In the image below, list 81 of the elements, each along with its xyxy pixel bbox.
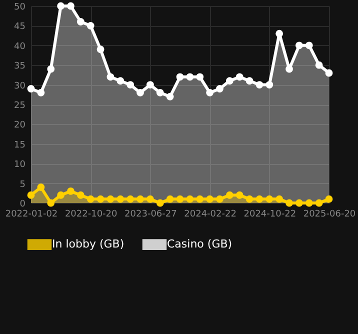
point <box>67 187 74 195</box>
point <box>236 191 244 199</box>
point <box>146 195 154 203</box>
point <box>266 195 274 203</box>
point <box>106 195 114 203</box>
legend-label: Casino (GB) <box>167 238 232 251</box>
point <box>295 42 303 50</box>
point <box>156 88 164 96</box>
y-tick-label: 45 <box>14 22 26 32</box>
x-tick-label: 2024-10-22 <box>244 210 296 220</box>
point <box>216 195 224 203</box>
point <box>216 85 224 92</box>
point <box>286 199 293 207</box>
point <box>86 22 94 30</box>
point <box>27 85 35 92</box>
y-tick-label: 15 <box>14 140 26 150</box>
x-tick-label: 2022-10-20 <box>64 210 118 220</box>
point <box>206 195 214 203</box>
point <box>305 199 313 207</box>
point <box>206 88 214 96</box>
point <box>57 191 65 199</box>
point <box>325 69 333 77</box>
point <box>86 195 94 203</box>
point <box>286 65 293 73</box>
point <box>37 88 45 96</box>
point <box>126 195 134 203</box>
point <box>236 73 244 81</box>
point <box>256 195 264 203</box>
legend-label: In lobby (GB) <box>52 238 124 251</box>
point <box>166 92 174 100</box>
point <box>226 77 234 85</box>
y-tick-label: 5 <box>20 180 26 190</box>
point <box>116 77 124 85</box>
point <box>276 30 284 38</box>
point <box>246 77 254 85</box>
x-tick-label: 2022-01-02 <box>5 210 58 220</box>
point <box>126 81 134 88</box>
point <box>246 195 254 203</box>
point <box>256 81 264 88</box>
point <box>37 184 45 191</box>
point <box>146 81 154 88</box>
point <box>186 73 194 81</box>
point <box>96 195 104 203</box>
point <box>176 195 184 203</box>
point <box>96 46 104 54</box>
point <box>196 73 204 81</box>
point <box>196 195 204 203</box>
point <box>116 195 124 203</box>
y-tick-label: 10 <box>14 160 26 170</box>
point <box>57 2 65 10</box>
point <box>266 81 274 88</box>
point <box>176 73 184 81</box>
point <box>315 199 323 207</box>
point <box>47 199 55 207</box>
point <box>186 195 194 203</box>
point <box>136 88 144 96</box>
point <box>305 42 313 50</box>
y-tick-label: 40 <box>14 42 26 52</box>
point <box>47 65 55 73</box>
point <box>76 18 84 26</box>
point <box>166 195 174 203</box>
point <box>226 191 234 199</box>
x-tick-label: 2024-02-22 <box>184 210 236 220</box>
y-tick-label: 30 <box>14 81 26 92</box>
point <box>315 61 323 69</box>
x-tick-label: 2023-06-27 <box>124 210 177 220</box>
point <box>156 199 164 207</box>
y-tick-label: 0 <box>20 200 26 210</box>
point <box>106 73 114 81</box>
point <box>27 191 35 199</box>
point <box>136 195 144 203</box>
point <box>67 2 74 10</box>
y-tick-label: 50 <box>14 2 26 12</box>
point <box>325 195 333 203</box>
point <box>76 191 84 199</box>
y-tick-label: 35 <box>14 62 26 72</box>
point <box>295 199 303 207</box>
y-tick-label: 20 <box>14 120 26 131</box>
y-tick-label: 25 <box>14 101 26 111</box>
point <box>276 195 284 203</box>
x-tick-label: 2025-06-20 <box>303 210 356 220</box>
